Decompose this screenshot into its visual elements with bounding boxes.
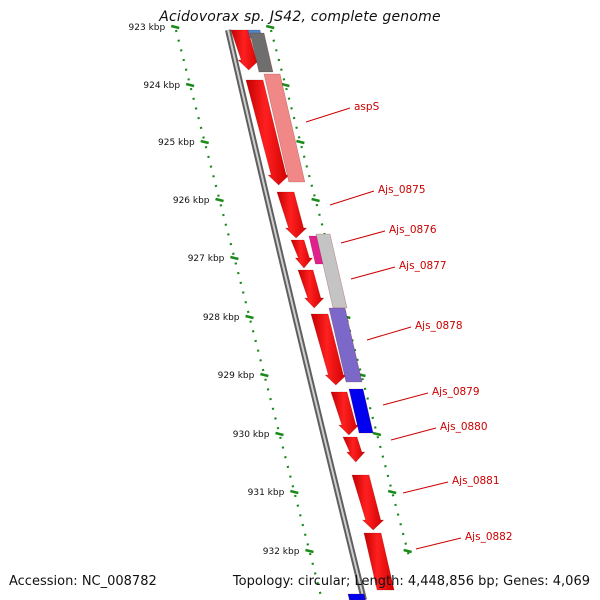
label-leader-line — [382, 392, 429, 406]
map-title: Acidovorax sp. JS42, complete genome — [159, 9, 441, 25]
gene-label[interactable]: Ajs_0876 — [389, 224, 437, 236]
gene-label[interactable]: Ajs_0879 — [432, 386, 480, 398]
outer-tick-ring — [174, 29, 324, 600]
cds-arrow-0876[interactable] — [290, 239, 314, 269]
label-leader-line — [350, 266, 396, 280]
label-leader-line — [402, 481, 449, 494]
major-tick-outer — [245, 314, 254, 320]
label-leader-line — [329, 190, 375, 206]
inner-tick-ring — [269, 29, 412, 561]
label-leader-line — [305, 107, 351, 123]
major-tick-inner — [281, 82, 290, 88]
cds-arrow-0882[interactable] — [363, 532, 395, 591]
major-tick-outer — [275, 431, 284, 437]
tick-label: 924 kbp — [143, 81, 180, 91]
label-leader-line — [390, 427, 437, 441]
major-tick-outer — [305, 548, 314, 554]
major-tick-inner — [265, 24, 275, 30]
gene-label[interactable]: Ajs_0878 — [415, 320, 463, 332]
tick-label: 926 kbp — [173, 196, 210, 206]
cds-arrow-0878[interactable] — [310, 313, 348, 386]
label-leader-line — [366, 326, 412, 341]
cds-arrow-0881[interactable] — [351, 474, 385, 531]
major-tick-inner — [403, 548, 412, 554]
gene-label[interactable]: Ajs_0881 — [452, 475, 500, 487]
tick-label: 930 kbp — [233, 430, 270, 440]
tick-label: 929 kbp — [218, 371, 255, 381]
feature-block-dark-grey[interactable] — [249, 32, 274, 73]
gene-label[interactable]: aspS — [354, 101, 380, 113]
tick-label: 923 kbp — [129, 23, 166, 33]
genome-summary-text: Topology: circular; Length: 4,448,856 bp… — [232, 574, 590, 589]
feature-block-pink-aspS[interactable] — [263, 73, 306, 183]
accession-text: Accession: NC_008782 — [9, 574, 157, 589]
feature-block-grey[interactable] — [315, 233, 348, 309]
major-tick-outer — [170, 24, 180, 30]
major-tick-outer — [260, 372, 269, 378]
major-tick-inner — [372, 431, 382, 437]
cds-arrow-0875[interactable] — [276, 191, 308, 239]
genome-backbone — [225, 29, 367, 600]
cds-arrow-0880[interactable] — [342, 436, 366, 463]
major-tick-inner — [296, 139, 305, 145]
cds-arrow-0877[interactable] — [297, 269, 325, 309]
tick-label: 927 kbp — [188, 254, 225, 264]
feature-block-blue-bottom[interactable] — [347, 593, 366, 600]
major-tick-inner — [387, 489, 397, 495]
gene-label[interactable]: Ajs_0880 — [440, 421, 488, 433]
major-tick-outer — [215, 197, 224, 203]
cds-arrow-aspS[interactable] — [245, 79, 290, 186]
label-leader-line — [415, 537, 462, 550]
label-leader-line — [340, 230, 386, 244]
cds-arrow-0879[interactable] — [330, 391, 360, 436]
major-tick-outer — [290, 489, 299, 495]
major-tick-outer — [230, 255, 239, 261]
tick-label: 925 kbp — [158, 138, 195, 148]
tick-label: 928 kbp — [203, 313, 240, 323]
major-tick-outer — [200, 139, 209, 145]
tick-label: 931 kbp — [248, 488, 285, 498]
gene-label[interactable]: Ajs_0877 — [399, 260, 447, 272]
major-tick-outer — [185, 82, 195, 88]
gene-label[interactable]: Ajs_0875 — [378, 184, 426, 196]
major-tick-inner — [311, 197, 320, 203]
feature-block-purple[interactable] — [328, 307, 363, 383]
tick-label: 932 kbp — [263, 547, 300, 557]
gene-label[interactable]: Ajs_0882 — [465, 531, 513, 543]
feature-block-blue[interactable] — [348, 388, 374, 434]
